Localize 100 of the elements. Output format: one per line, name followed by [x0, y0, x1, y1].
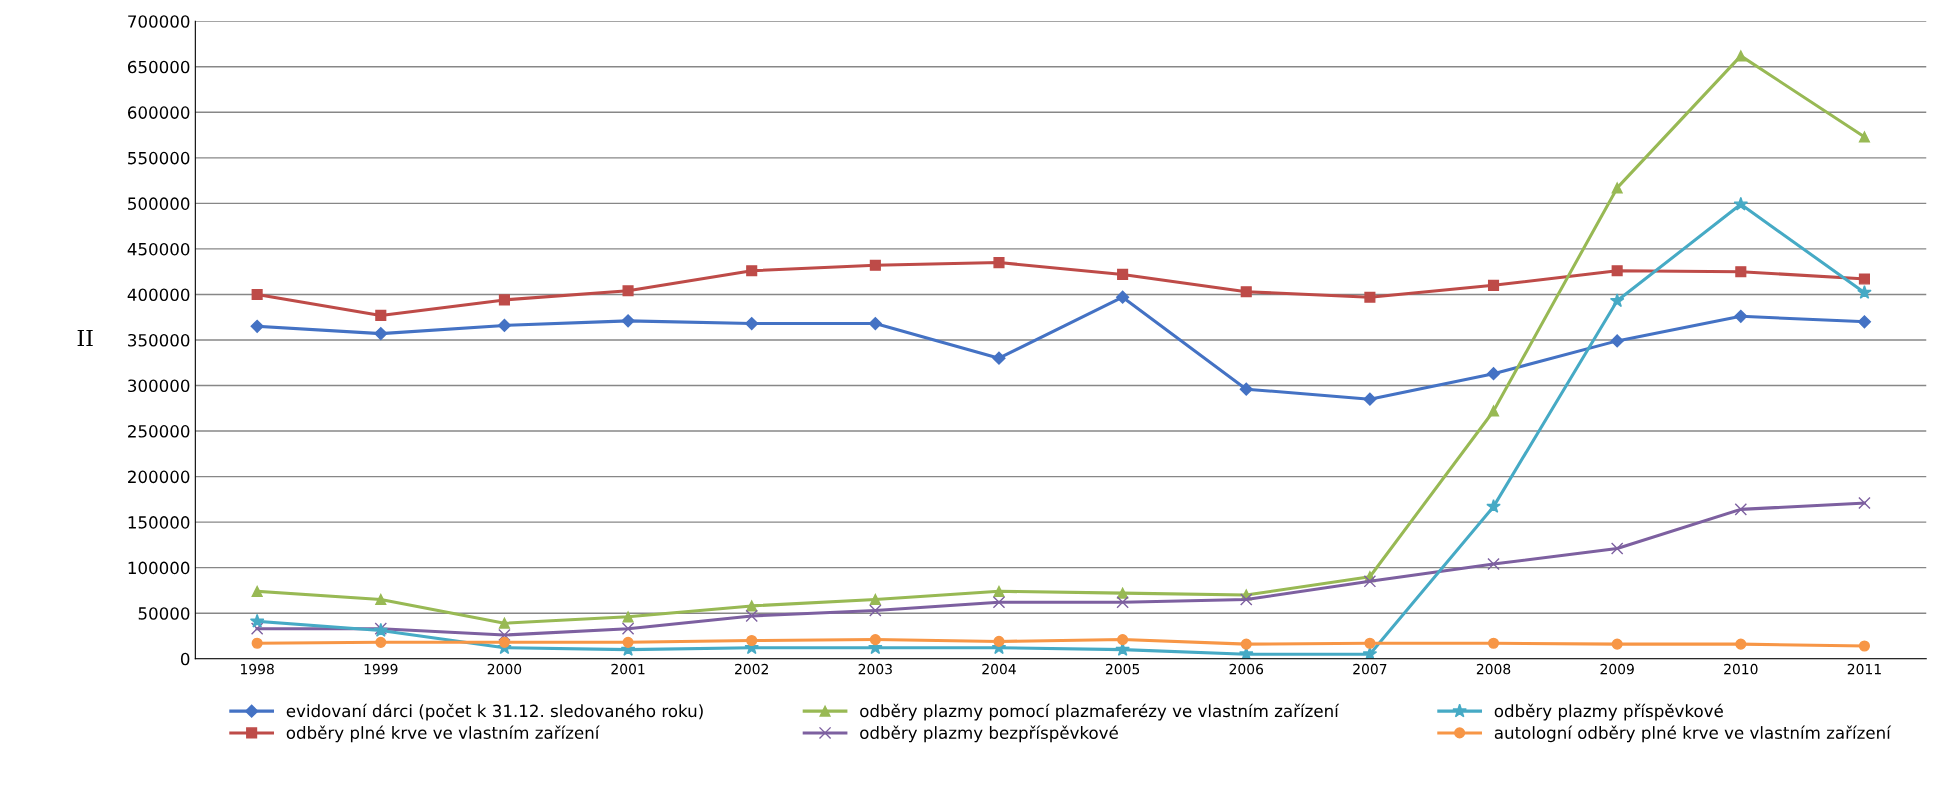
point [746, 265, 758, 277]
point [251, 585, 263, 597]
point [1734, 309, 1748, 323]
point [1364, 291, 1376, 303]
point [1611, 182, 1623, 194]
point [1240, 593, 1253, 606]
point [375, 309, 387, 321]
y-tick-label: 250000 [128, 425, 190, 438]
point [374, 327, 388, 341]
point [746, 634, 758, 647]
point [1117, 268, 1129, 280]
point [621, 314, 635, 328]
y-tick-label: 600000 [128, 106, 190, 119]
point [1239, 382, 1253, 396]
point [992, 351, 1006, 365]
point [1858, 131, 1871, 143]
x-tick-label: 2005 [1105, 663, 1140, 675]
point [1116, 290, 1130, 304]
x-tick-label: 2009 [1600, 663, 1634, 675]
point [1117, 634, 1129, 646]
point [1117, 587, 1129, 599]
point [1487, 405, 1500, 417]
y-tick-label: 400000 [127, 288, 190, 302]
legend-label: odběry plazmy pomocí plazmaferézy ve vlastním zařízení [860, 703, 1340, 721]
y-tick-label: 450000 [127, 242, 190, 256]
x-tick-label: 1999 [364, 663, 398, 675]
point [1857, 284, 1872, 299]
point [1857, 315, 1872, 329]
y-tick-label: 350000 [128, 333, 190, 347]
point [868, 317, 882, 331]
point [745, 609, 758, 623]
point [375, 636, 387, 648]
point [869, 634, 881, 646]
y-tick-label: 100000 [128, 561, 190, 575]
point [745, 317, 759, 331]
point [1734, 503, 1748, 516]
x-tick-label: 2004 [982, 663, 1016, 675]
point [1858, 273, 1871, 285]
point [497, 318, 512, 333]
y-axis-title: II [77, 329, 93, 347]
x-tick-label: 2011 [1847, 663, 1881, 675]
point [1858, 496, 1871, 510]
legend-label: evidovaní dárci (počet k 31.12. sledovaného roku) [286, 703, 703, 721]
x-tick-label: 1998 [241, 663, 274, 675]
point [1610, 334, 1624, 348]
point [1487, 557, 1500, 571]
y-tick-label: 700000 [128, 15, 190, 28]
point [498, 294, 510, 306]
point [1364, 637, 1376, 649]
point [1486, 498, 1501, 513]
point [250, 319, 264, 333]
point [1609, 293, 1625, 308]
point [250, 622, 264, 635]
point [1363, 392, 1377, 406]
point [621, 622, 635, 635]
point [1487, 279, 1500, 291]
point [1363, 575, 1377, 588]
point [992, 596, 1006, 609]
point [993, 585, 1005, 597]
y-tick-label: 500000 [128, 197, 190, 210]
point [869, 259, 881, 271]
point [622, 636, 634, 648]
point [498, 617, 510, 629]
x-tick-label: 2003 [858, 663, 892, 675]
point [622, 285, 634, 297]
y-tick-label: 50000 [138, 607, 190, 620]
point [1240, 638, 1252, 650]
point [869, 593, 881, 606]
x-tick-label: 2007 [1353, 663, 1387, 675]
point [251, 637, 263, 649]
x-tick-label: 2010 [1724, 663, 1758, 675]
point [375, 593, 387, 606]
y-tick-label: 300000 [128, 379, 190, 393]
y-tick-label: 650000 [128, 60, 190, 74]
point [1735, 638, 1747, 650]
point [993, 635, 1005, 647]
point [746, 600, 758, 612]
point [1611, 638, 1623, 650]
point [622, 611, 634, 623]
point [1858, 640, 1871, 652]
point [498, 636, 510, 648]
x-tick-label: 2006 [1229, 663, 1264, 675]
point [993, 257, 1005, 269]
x-tick-label: 2000 [487, 663, 522, 675]
legend-label: odběry plazmy příspěvkové [1494, 703, 1723, 721]
point [1362, 646, 1378, 659]
point [1240, 286, 1252, 298]
x-tick-label: 2001 [611, 663, 645, 675]
y-tick-label: 0 [180, 652, 190, 666]
point [1611, 265, 1623, 277]
point [869, 604, 882, 617]
legend-label: odběry plazmy bezpříspěvkové [860, 725, 1118, 743]
point [1116, 596, 1129, 609]
point [1735, 266, 1747, 278]
point [1486, 367, 1501, 381]
legend-label: odběry plné krve ve vlastním zařízení [286, 725, 600, 743]
point [249, 613, 265, 628]
x-tick-label: 2002 [735, 663, 768, 675]
point [1735, 50, 1747, 62]
y-tick-label: 550000 [128, 151, 190, 165]
